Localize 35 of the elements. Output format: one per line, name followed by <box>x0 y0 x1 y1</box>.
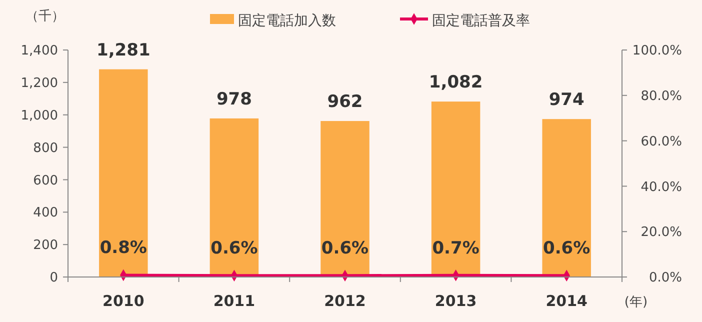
y2-tick-label: 40.0% <box>640 180 682 195</box>
y-tick-label: 1,400 <box>20 44 58 59</box>
data-label: 0.6% <box>210 238 258 259</box>
data-label: 0.6% <box>321 238 369 259</box>
legend-label: 固定電話加入数 <box>238 12 336 29</box>
bar <box>542 119 591 277</box>
data-label: 0.6% <box>543 238 590 259</box>
y2-tick-label: 20.0% <box>640 225 682 240</box>
y-tick-label: 1,000 <box>20 108 58 124</box>
data-label: 974 <box>548 90 585 110</box>
y-tick-label: 400 <box>33 206 58 221</box>
y-tick-label: 800 <box>33 140 58 156</box>
y2-tick-label: 0.0% <box>648 270 682 286</box>
data-label: 978 <box>216 89 252 110</box>
y-tick-label: 200 <box>33 238 58 254</box>
y-axis-title: （千） <box>26 9 64 24</box>
y-tick-label: 600 <box>33 173 58 188</box>
x-tick-label: 2010 <box>102 292 144 310</box>
y2-tick-label: 100.0% <box>632 44 682 59</box>
y2-tick-label: 80.0% <box>640 88 682 104</box>
y-tick-label: 1,200 <box>20 76 58 91</box>
data-label: 1,281 <box>96 40 150 60</box>
x-tick-label: 2011 <box>213 292 256 310</box>
data-label: 1,082 <box>428 72 483 93</box>
y-tick-label: 0 <box>50 270 58 286</box>
x-tick-label: 2012 <box>324 292 366 310</box>
data-label: 962 <box>327 92 363 112</box>
x-tick-label: 2014 <box>546 292 588 310</box>
legend-label: 固定電話普及率 <box>432 12 530 29</box>
y2-tick-label: 60.0% <box>640 134 682 150</box>
data-label: 0.8% <box>100 238 147 258</box>
bar <box>99 69 148 277</box>
x-axis-title: (年) <box>624 295 648 310</box>
x-tick-label: 2013 <box>434 292 477 310</box>
data-label: 0.7% <box>432 238 480 258</box>
